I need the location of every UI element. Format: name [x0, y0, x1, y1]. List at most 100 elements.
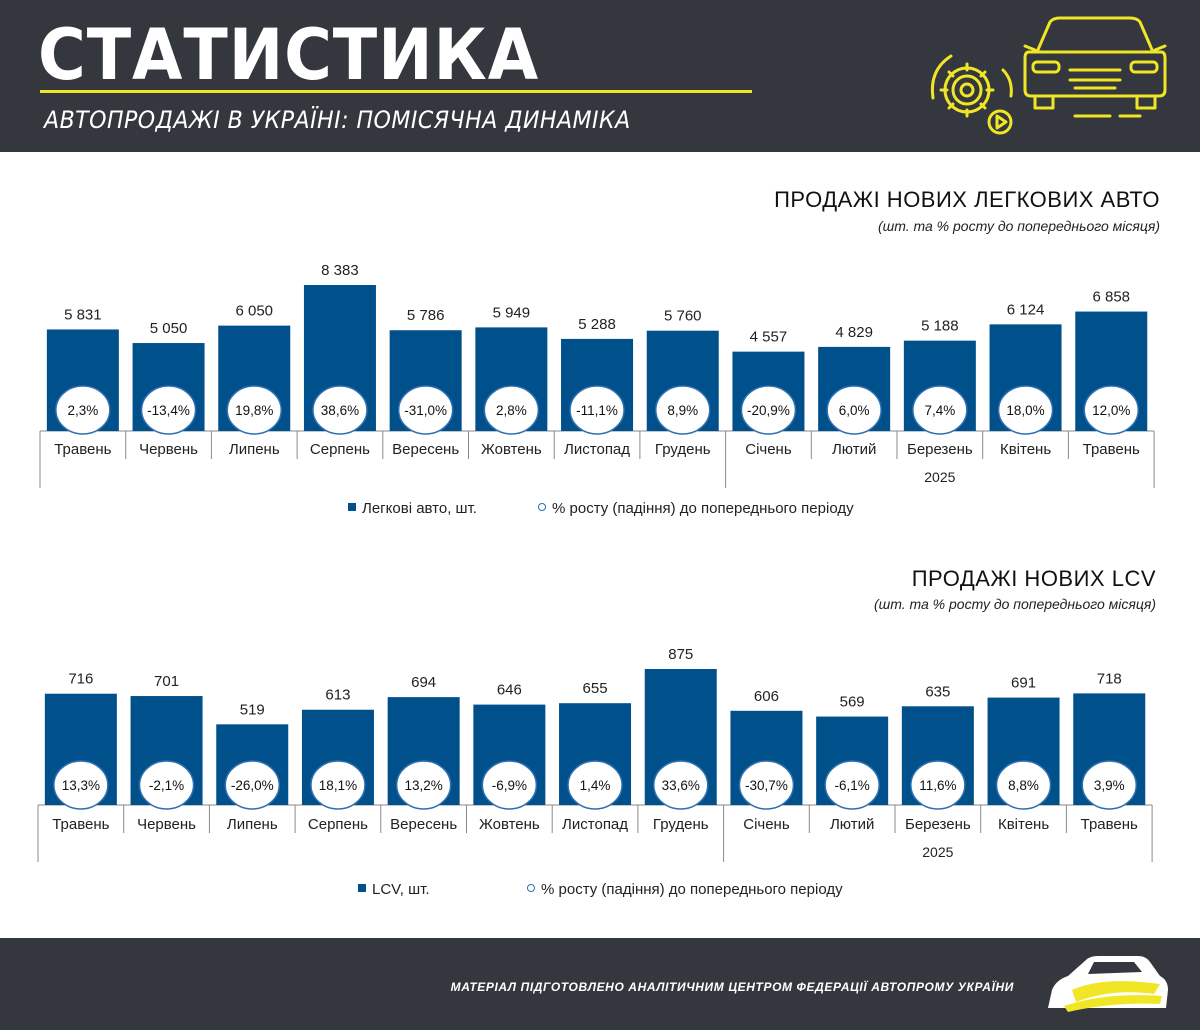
chart1-growth-label: 18,0%: [1006, 403, 1044, 418]
chart1-growth-label: 8,9%: [667, 403, 698, 418]
chart2-growth-marker: [310, 760, 366, 810]
chart1-growth-marker: [397, 385, 454, 435]
chart1-category-label: Червень: [139, 441, 198, 458]
chart2-growth-marker: [224, 760, 280, 810]
legend-circle-icon: [527, 884, 535, 893]
chart1-category-label: Лютий: [832, 441, 876, 458]
chart2-growth-marker: [567, 760, 623, 810]
chart2-legend-bars: LCV, шт.: [358, 881, 430, 898]
chart2-value-label: 718: [1097, 670, 1122, 687]
chart1-growth-marker: [997, 385, 1054, 435]
chart1-legend-bars-label: Легкові авто, шт.: [362, 500, 477, 517]
chart2-growth-marker: [824, 760, 880, 810]
chart2-category-label: Квітень: [998, 816, 1049, 833]
chart2-growth-marker: [138, 760, 195, 810]
chart2-category-label: Листопад: [562, 816, 628, 833]
chart2-value-label: 694: [411, 674, 436, 691]
chart1-value-label: 6 858: [1092, 289, 1130, 306]
page-title: СТАТИСТИКА: [38, 14, 540, 96]
chart1-growth-marker: [483, 385, 540, 435]
chart1-growth-label: -20,9%: [747, 403, 790, 418]
chart1-category-label: Листопад: [564, 441, 630, 458]
chart1-value-label: 5 786: [407, 307, 445, 324]
chart1-growth-label: -31,0%: [404, 403, 447, 418]
chart1-value-label: 5 831: [64, 306, 102, 323]
chart1-category-label: Жовтень: [481, 441, 542, 458]
chart1-growth-marker: [655, 385, 711, 435]
chart1-growth-label: 38,6%: [321, 403, 359, 418]
chart2-growth-label: -6,1%: [835, 778, 870, 793]
chart2-value-label: 716: [68, 671, 93, 688]
chart2-value-label: 691: [1011, 675, 1036, 692]
chart1-growth-marker: [826, 385, 882, 435]
chart2-value-label: 635: [925, 683, 950, 700]
footer-credit: МАТЕРІАЛ ПІДГОТОВЛЕНО АНАЛІТИЧНИМ ЦЕНТРО…: [450, 980, 1014, 994]
chart2-growth-label: 11,6%: [919, 778, 956, 793]
chart2-category-label: Жовтень: [479, 816, 540, 833]
chart2-growth-marker: [395, 760, 452, 810]
chart1-growth-marker: [55, 385, 111, 435]
chart2-plot: 716 13,3% Травень 701 -2,1% Червень 519 -26,0% Л…: [37, 646, 1153, 862]
chart2-value-label: 646: [497, 682, 522, 699]
legend-square-icon: [348, 503, 356, 512]
chart2-growth-marker: [738, 760, 795, 810]
chart1-category-label: Березень: [907, 441, 973, 458]
chart1-category-label: Травень: [54, 441, 111, 458]
chart1-plot: 5 831 2,3% Травень 5 050 -13,4% Червень 6 050 1…: [39, 262, 1155, 488]
chart1-growth-marker: [312, 385, 368, 435]
chart1-category-label: Липень: [229, 441, 280, 458]
chart2-growth-label: 8,8%: [1008, 778, 1039, 793]
chart1-category-label: Травень: [1083, 441, 1140, 458]
chart2-growth-label: -2,1%: [149, 778, 184, 793]
chart1-category-label: Грудень: [655, 441, 711, 458]
chart2-subtitle: (шт. та % росту до попереднього місяця): [873, 596, 1156, 612]
legend-square-icon: [358, 884, 366, 893]
chart1-legend-growth-label: % росту (падіння) до попереднього період…: [552, 500, 854, 517]
car-logo-icon: [1048, 956, 1168, 1012]
chart1-growth-label: 7,4%: [924, 403, 955, 418]
chart1-growth-marker: [226, 385, 282, 435]
chart2-legend-growth-label: % росту (падіння) до попереднього період…: [541, 881, 843, 898]
header-banner: СТАТИСТИКА АВТОПРОДАЖІ В УКРАЇНІ: ПОМІСЯ…: [0, 0, 1200, 152]
chart2-value-label: 519: [240, 701, 265, 718]
chart2-growth-label: 13,2%: [405, 778, 443, 793]
chart1-category-label: Серпень: [310, 441, 370, 458]
chart1-growth-label: -13,4%: [147, 403, 190, 418]
chart2-growth-marker: [995, 760, 1052, 810]
chart1-growth-marker: [140, 385, 197, 435]
chart1-value-label: 5 188: [921, 318, 959, 335]
chart2-category-label: Вересень: [390, 816, 457, 833]
chart2-growth-label: -26,0%: [231, 778, 274, 793]
chart1-growth-label: 2,8%: [496, 403, 527, 418]
chart1-growth-label: 2,3%: [67, 403, 98, 418]
chart2-title: ПРОДАЖІ НОВИХ LCV: [911, 566, 1156, 591]
chart2-category-label: Травень: [52, 816, 109, 833]
chart2-category-label: Березень: [905, 816, 971, 833]
chart2-category-label: Серпень: [308, 816, 368, 833]
chart1-value-label: 5 760: [664, 308, 702, 325]
chart2-growth-label: 1,4%: [580, 778, 611, 793]
chart2-value-label: 606: [754, 688, 779, 705]
chart2-value-label: 569: [840, 694, 865, 711]
chart2-category-label: Січень: [743, 816, 790, 833]
footer-banner: МАТЕРІАЛ ПІДГОТОВЛЕНО АНАЛІТИЧНИМ ЦЕНТРО…: [0, 938, 1200, 1030]
chart2-value-label: 613: [325, 687, 350, 704]
chart1-category-label: Січень: [745, 441, 792, 458]
title-underline: [40, 90, 752, 93]
chart1-value-label: 5 288: [578, 316, 616, 333]
chart2-value-label: 875: [668, 646, 693, 663]
chart1-category-label: Квітень: [1000, 441, 1051, 458]
chart1-value-label: 5 050: [150, 320, 188, 337]
chart2-value-label: 655: [583, 680, 608, 697]
chart1-growth-marker: [1083, 385, 1139, 435]
chart2-growth-label: -30,7%: [745, 778, 788, 793]
page-subtitle: АВТОПРОДАЖІ В УКРАЇНІ: ПОМІСЯЧНА ДИНАМІК…: [44, 106, 631, 134]
chart2-legend-bars-label: LCV, шт.: [372, 881, 430, 898]
chart2-category-label: Лютий: [830, 816, 874, 833]
chart2-growth-label: 13,3%: [62, 778, 100, 793]
chart1-growth-marker: [912, 385, 968, 435]
chart2-growth-marker: [481, 760, 538, 810]
chart2-growth-marker: [1081, 760, 1137, 810]
chart1-growth-label: 19,8%: [235, 403, 273, 418]
chart2-growth-marker: [53, 760, 109, 810]
